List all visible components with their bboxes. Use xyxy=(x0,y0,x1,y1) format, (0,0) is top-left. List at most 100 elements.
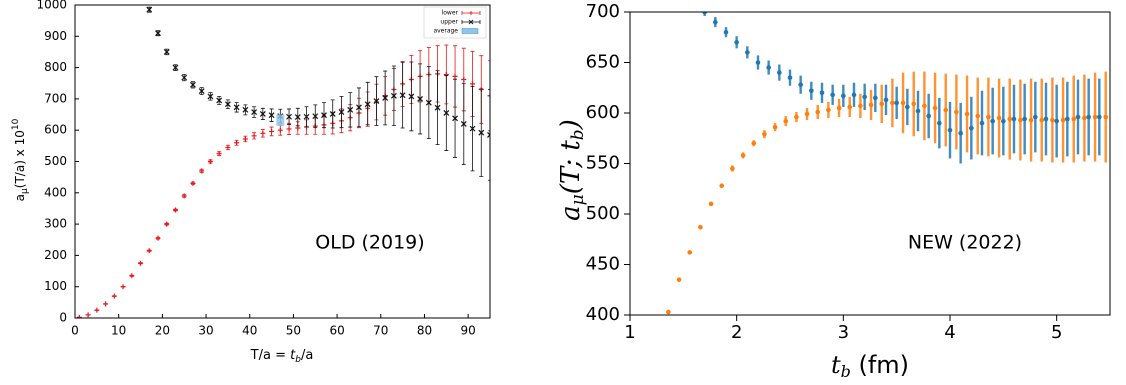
marker xyxy=(85,312,91,318)
marker xyxy=(146,6,153,13)
marker xyxy=(329,110,336,117)
marker xyxy=(979,120,985,126)
marker xyxy=(990,118,995,124)
marker xyxy=(751,141,757,146)
marker xyxy=(155,235,161,241)
marker xyxy=(777,70,782,75)
marker xyxy=(986,114,991,120)
marker xyxy=(452,115,458,122)
marker xyxy=(1075,114,1081,120)
annotation: OLD (2019) xyxy=(315,232,424,254)
marker xyxy=(943,107,949,113)
marker xyxy=(216,151,222,157)
marker xyxy=(452,73,458,79)
marker xyxy=(251,109,258,115)
marker xyxy=(460,121,467,127)
y-tick-label: 400 xyxy=(586,304,620,325)
marker xyxy=(198,88,205,94)
marker xyxy=(1097,114,1102,120)
marker xyxy=(443,110,450,116)
marker xyxy=(841,93,846,99)
marker xyxy=(155,30,161,37)
marker xyxy=(783,118,789,124)
legend-label: average xyxy=(433,28,458,35)
marker xyxy=(425,99,432,106)
x-tick-label: 50 xyxy=(286,323,301,337)
marker xyxy=(417,95,424,102)
label-part: T/a = xyxy=(250,348,290,363)
marker xyxy=(730,166,735,171)
marker xyxy=(129,273,135,279)
marker xyxy=(1071,116,1077,122)
marker xyxy=(356,104,362,111)
marker xyxy=(233,104,240,111)
marker xyxy=(111,293,117,299)
marker xyxy=(94,307,100,313)
x-tick-label: 1 xyxy=(624,322,635,343)
marker xyxy=(251,133,257,139)
plot-area xyxy=(666,12,1109,315)
x-axis-label: tb (fm) xyxy=(831,351,909,381)
marker xyxy=(207,93,214,100)
marker xyxy=(676,277,682,282)
marker xyxy=(181,193,187,199)
marker xyxy=(723,29,729,35)
marker xyxy=(847,104,853,110)
error-bar xyxy=(488,89,490,181)
label-part: a xyxy=(556,205,586,221)
label-part: 10 xyxy=(11,118,21,130)
x-tick-label: 70 xyxy=(373,323,388,337)
marker xyxy=(804,111,810,117)
marker xyxy=(408,93,415,100)
marker xyxy=(172,64,179,71)
marker xyxy=(830,92,835,98)
x-tick-label: 20 xyxy=(155,323,170,337)
x-tick-label: 60 xyxy=(329,323,344,337)
marker xyxy=(190,180,196,186)
marker xyxy=(1039,117,1045,123)
marker xyxy=(469,125,476,132)
marker xyxy=(234,140,240,146)
marker xyxy=(277,127,283,133)
annotation: NEW (2022) xyxy=(908,232,1022,254)
y-tick-label: 500 xyxy=(44,154,67,168)
marker xyxy=(260,130,266,136)
marker xyxy=(858,103,863,109)
marker xyxy=(181,74,188,81)
x-tick-label: 90 xyxy=(461,323,476,337)
marker xyxy=(303,113,310,120)
marker xyxy=(745,50,750,55)
y-tick-label: 300 xyxy=(44,217,67,231)
marker xyxy=(373,98,380,105)
x-tick-label: 2 xyxy=(731,322,742,343)
marker xyxy=(915,108,921,114)
y-tick-label: 450 xyxy=(586,254,620,275)
label-part: b xyxy=(568,129,588,140)
marker xyxy=(713,19,718,25)
marker xyxy=(163,49,170,55)
marker xyxy=(347,106,354,113)
plot-area xyxy=(76,6,490,318)
marker xyxy=(900,100,906,106)
marker xyxy=(390,92,397,99)
marker xyxy=(868,102,874,108)
marker xyxy=(666,309,671,315)
legend-swatch xyxy=(461,28,479,34)
y-tick-label: 0 xyxy=(59,311,67,325)
marker xyxy=(478,129,485,136)
marker xyxy=(294,114,301,120)
marker xyxy=(798,82,803,88)
x-tick-label: 5 xyxy=(1051,322,1062,343)
marker xyxy=(364,101,371,108)
label-part: t xyxy=(290,348,296,363)
marker xyxy=(312,113,319,120)
y-tick-label: 200 xyxy=(44,248,67,262)
marker xyxy=(809,88,814,94)
marker xyxy=(734,40,739,45)
marker xyxy=(894,100,899,106)
label-part: t xyxy=(831,351,841,379)
marker xyxy=(826,107,831,113)
marker xyxy=(687,250,693,255)
y-axis-label: aμ(T; tb) xyxy=(556,119,588,221)
